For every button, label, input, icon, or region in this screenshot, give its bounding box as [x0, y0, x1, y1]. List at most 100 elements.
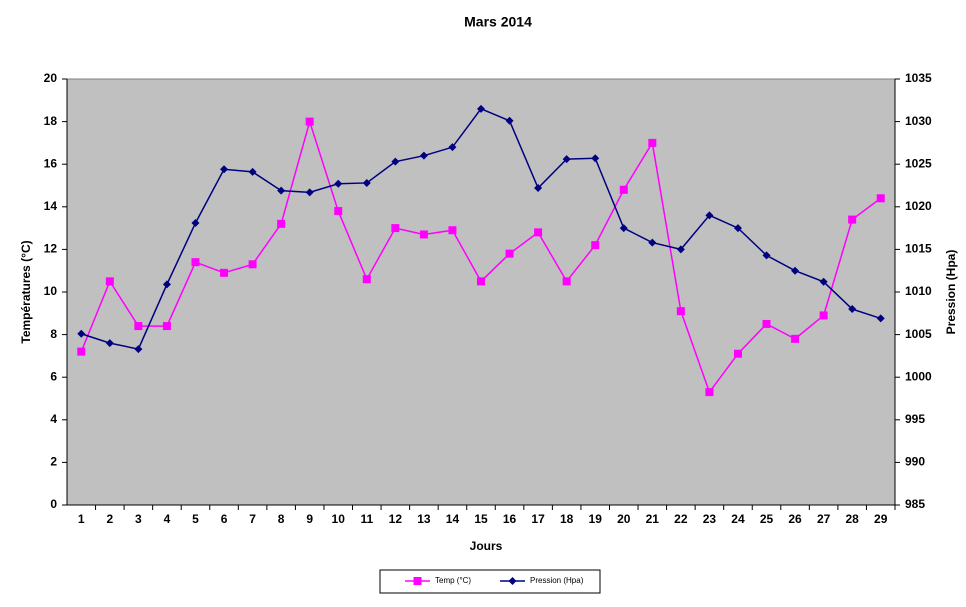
data-point	[334, 207, 343, 216]
x-tick-label: 1	[78, 512, 85, 526]
data-point	[705, 388, 714, 397]
x-tick-label: 15	[474, 512, 488, 526]
x-tick-label: 2	[106, 512, 113, 526]
legend-marker	[508, 577, 517, 585]
data-point	[448, 143, 457, 152]
y2-axis-label: Pression (Hpa)	[944, 250, 958, 335]
data-point	[419, 230, 428, 239]
data-point	[277, 186, 286, 195]
y-tick-label: 18	[44, 114, 58, 128]
y-tick-label: 20	[44, 71, 58, 85]
x-tick-label: 26	[788, 512, 802, 526]
y2-tick-label: 1035	[905, 71, 932, 85]
y-tick-label: 14	[44, 199, 58, 213]
data-point	[477, 104, 485, 113]
data-point	[791, 266, 800, 275]
data-point	[391, 224, 400, 233]
data-point	[791, 334, 800, 343]
data-point	[191, 218, 200, 227]
data-point	[819, 277, 828, 286]
x-tick-label: 8	[278, 512, 285, 526]
x-tick-label: 19	[589, 512, 603, 526]
x-tick-label: 5	[192, 512, 199, 526]
x-tick-label: 21	[646, 512, 660, 526]
data-point	[391, 157, 400, 166]
y-axis-label: Températures (°C)	[19, 240, 33, 343]
y2-tick-label: 1025	[905, 156, 932, 170]
legend-marker	[413, 577, 422, 585]
data-point	[134, 345, 143, 354]
y-tick-label: 6	[50, 369, 57, 383]
x-tick-label: 29	[874, 512, 888, 526]
y-tick-label: 8	[50, 327, 57, 341]
data-point	[162, 280, 171, 289]
data-point	[819, 311, 828, 320]
y2-tick-label: 985	[905, 497, 925, 511]
data-point	[220, 268, 229, 277]
data-point	[334, 179, 343, 188]
data-point	[362, 178, 371, 187]
data-point	[848, 305, 857, 314]
data-point	[105, 277, 114, 286]
data-point	[733, 224, 742, 233]
y2-tick-label: 1030	[905, 114, 932, 128]
data-point	[534, 228, 543, 237]
x-tick-label: 20	[617, 512, 631, 526]
x-tick-label: 9	[306, 512, 313, 526]
y2-tick-label: 1020	[905, 199, 932, 213]
data-point	[534, 184, 543, 193]
x-tick-label: 17	[531, 512, 545, 526]
data-point	[562, 277, 571, 286]
x-tick-label: 7	[249, 512, 256, 526]
data-point	[134, 322, 143, 331]
data-point	[591, 241, 600, 250]
x-tick-label: 6	[221, 512, 228, 526]
y2-tick-label: 990	[905, 455, 925, 469]
x-tick-label: 24	[731, 512, 745, 526]
x-tick-label: 23	[703, 512, 717, 526]
x-tick-label: 12	[389, 512, 403, 526]
x-tick-label: 22	[674, 512, 688, 526]
data-point	[77, 329, 86, 338]
data-point	[220, 165, 229, 174]
y2-tick-label: 1000	[905, 369, 932, 383]
x-tick-label: 25	[760, 512, 774, 526]
y2-tick-label: 1005	[905, 327, 932, 341]
y2-tick-label: 1010	[905, 284, 932, 298]
y-tick-label: 2	[50, 455, 57, 469]
data-point	[876, 314, 885, 323]
data-point	[762, 251, 771, 260]
data-point	[591, 154, 600, 163]
data-point	[248, 167, 257, 176]
y-tick-label: 16	[44, 156, 58, 170]
x-tick-label: 11	[360, 512, 373, 526]
data-point	[848, 215, 857, 224]
y-tick-label: 12	[44, 242, 58, 256]
x-tick-label: 28	[845, 512, 859, 526]
data-point	[676, 307, 685, 316]
y2-tick-label: 995	[905, 412, 925, 426]
data-point	[77, 347, 86, 356]
data-point	[477, 277, 485, 286]
x-tick-label: 27	[817, 512, 831, 526]
data-point	[277, 219, 286, 228]
y-tick-label: 0	[50, 497, 57, 511]
x-tick-label: 14	[446, 512, 460, 526]
data-point	[105, 339, 114, 348]
data-point	[648, 238, 657, 247]
data-point	[648, 138, 657, 147]
plot-area	[66, 78, 896, 506]
x-tick-label: 10	[332, 512, 346, 526]
x-tick-label: 18	[560, 512, 574, 526]
x-tick-label: 13	[417, 512, 431, 526]
chart-title: Mars 2014	[464, 14, 532, 30]
y-tick-label: 4	[50, 412, 57, 426]
data-point	[448, 226, 457, 235]
data-point	[162, 322, 171, 331]
y2-tick-label: 1015	[905, 242, 932, 256]
data-point	[362, 275, 371, 284]
data-point	[619, 185, 628, 194]
legend-label: Temp (°C)	[435, 576, 471, 585]
legend-label: Pression (Hpa)	[530, 576, 584, 585]
